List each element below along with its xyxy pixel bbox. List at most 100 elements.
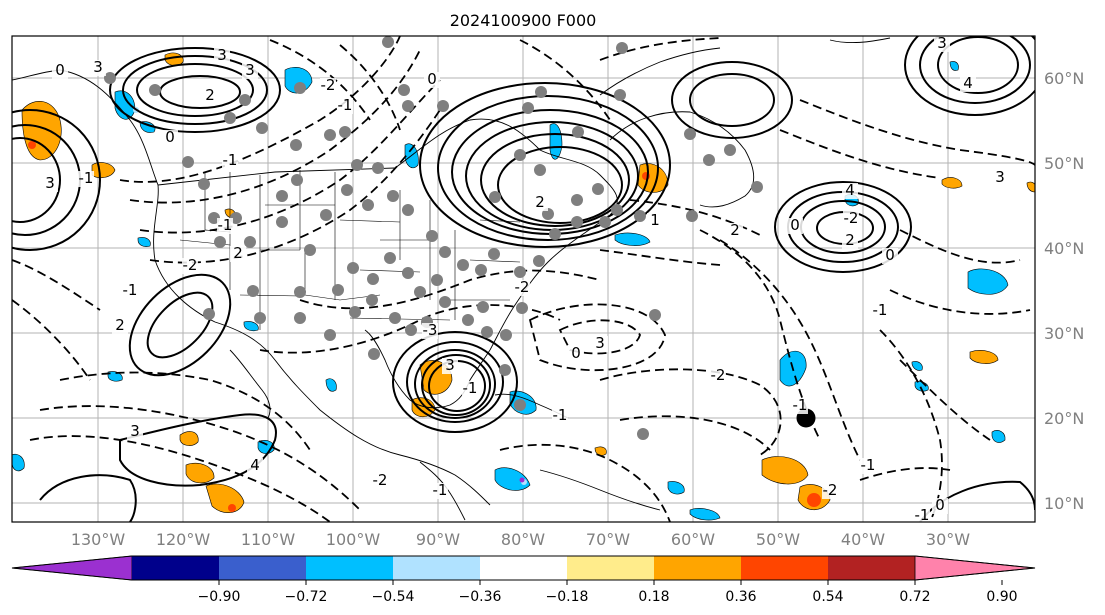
- colorbar-tick-label: −0.90: [198, 589, 241, 605]
- colorbar: [11, 555, 1036, 581]
- contour-label-bg: [122, 283, 138, 299]
- contour-label-bg: [372, 473, 388, 489]
- colorbar-segment: [480, 556, 568, 580]
- contour-label: -1: [463, 379, 478, 397]
- contours-negative: [12, 36, 1035, 522]
- contour-label: 0: [790, 216, 800, 234]
- contour-label: -1: [223, 151, 238, 169]
- contour-label: 4: [250, 456, 260, 474]
- contour-label: 0: [55, 61, 65, 79]
- lon-label: 80°W: [501, 530, 545, 549]
- shading-orange: [21, 52, 1035, 513]
- contour-label-bg: [727, 223, 743, 239]
- contour-label-bg: [552, 408, 568, 424]
- contour-label-bg: [843, 211, 859, 227]
- graticule: [12, 36, 1035, 522]
- lon-label: 130°W: [71, 530, 126, 549]
- contour-label: -2: [183, 256, 198, 274]
- contour-label-bg: [914, 508, 930, 522]
- lon-label: 110°W: [241, 530, 296, 549]
- contour-label: 3: [937, 34, 947, 52]
- lat-label: 40°N: [1044, 239, 1084, 258]
- contour-label: 0: [935, 496, 945, 514]
- contour-label-bg: [90, 60, 106, 76]
- contour-label: 3: [245, 61, 255, 79]
- contour-label: 0: [885, 246, 895, 264]
- contour-label: 0: [165, 128, 175, 146]
- contour-label: 2: [730, 221, 740, 239]
- contour-label: 0: [427, 70, 437, 88]
- contour-label: -2: [373, 471, 388, 489]
- station-markers: [104, 36, 763, 440]
- contour-label-bg: [514, 280, 530, 296]
- colorbar-tick-label: −0.54: [372, 589, 415, 605]
- contour-label-bg: [932, 498, 948, 514]
- lat-label: 30°N: [1044, 324, 1084, 343]
- contour-label: -1: [873, 301, 888, 319]
- shading-purple: [519, 477, 525, 483]
- lat-label: 10°N: [1044, 494, 1084, 513]
- contour-label-bg: [532, 195, 548, 211]
- contour-label-bg: [860, 458, 876, 474]
- contour-label: 3: [445, 356, 455, 374]
- contour-label: 3: [130, 422, 140, 440]
- contour-label-bg: [222, 153, 238, 169]
- contour-label-bg: [647, 213, 663, 229]
- contour-label: -2: [711, 366, 726, 384]
- lat-label: 60°N: [1044, 69, 1084, 88]
- contour-label-bg: [52, 63, 68, 79]
- lon-label: 30°W: [926, 530, 970, 549]
- colorbar-segment: [393, 556, 481, 580]
- contour-label: 2: [115, 316, 125, 334]
- contour-label: -1: [793, 396, 808, 414]
- colorbar-tick-label: −0.18: [546, 589, 589, 605]
- contour-label-bg: [872, 303, 888, 319]
- colorbar-tick-label: 0.18: [638, 589, 669, 605]
- contour-label: -2: [515, 278, 530, 296]
- contour-label: -2: [823, 481, 838, 499]
- contour-label: -1: [123, 281, 138, 299]
- colorbar-tick-label: 0.36: [725, 589, 756, 605]
- contour-label: 2: [845, 231, 855, 249]
- contour-label: 3: [995, 168, 1005, 186]
- contour-label: -2: [844, 209, 859, 227]
- contour-label-bg: [792, 398, 808, 414]
- contour-label-bg: [822, 483, 838, 499]
- contour-label: 4: [963, 74, 973, 92]
- contour-label-bg: [462, 381, 478, 397]
- lon-label: 120°W: [156, 530, 211, 549]
- lon-label: 90°W: [416, 530, 460, 549]
- contour-label: -1: [861, 456, 876, 474]
- contour-label-bg: [787, 218, 803, 234]
- contour-label-bg: [247, 458, 263, 474]
- lon-axis: 130°W 120°W 110°W 100°W 90°W 80°W 70°W 6…: [71, 530, 970, 549]
- contour-label-bg: [422, 323, 438, 339]
- contour-label-bg: [127, 424, 143, 440]
- colorbar-tick-label: 0.72: [899, 589, 930, 605]
- contour-label-bg: [934, 36, 950, 52]
- colorbar-segment: [219, 556, 307, 580]
- contour-label: 1: [650, 211, 660, 229]
- colorbar-outline: [11, 555, 1036, 581]
- contour-label-bg: [230, 246, 246, 262]
- contour-label-bg: [424, 72, 440, 88]
- contour-label: 2: [205, 86, 215, 104]
- colorbar-segment: [654, 556, 742, 580]
- contour-label: -1: [915, 506, 930, 524]
- contour-label-bg: [710, 368, 726, 384]
- contour-label-bg: [242, 63, 258, 79]
- contour-label-bg: [842, 183, 858, 199]
- shading-red: [28, 141, 821, 512]
- contour-label-bg: [214, 48, 230, 64]
- colorbar-extend-low: [11, 555, 133, 581]
- contour-label-bg: [842, 233, 858, 249]
- contour-label-bg: [992, 170, 1008, 186]
- contour-label-bg: [337, 98, 353, 114]
- contour-label-bg: [320, 78, 336, 94]
- contour-label: -1: [338, 96, 353, 114]
- contour-label-bg: [568, 346, 584, 362]
- contour-label: 0: [571, 344, 581, 362]
- lon-label: 100°W: [326, 530, 381, 549]
